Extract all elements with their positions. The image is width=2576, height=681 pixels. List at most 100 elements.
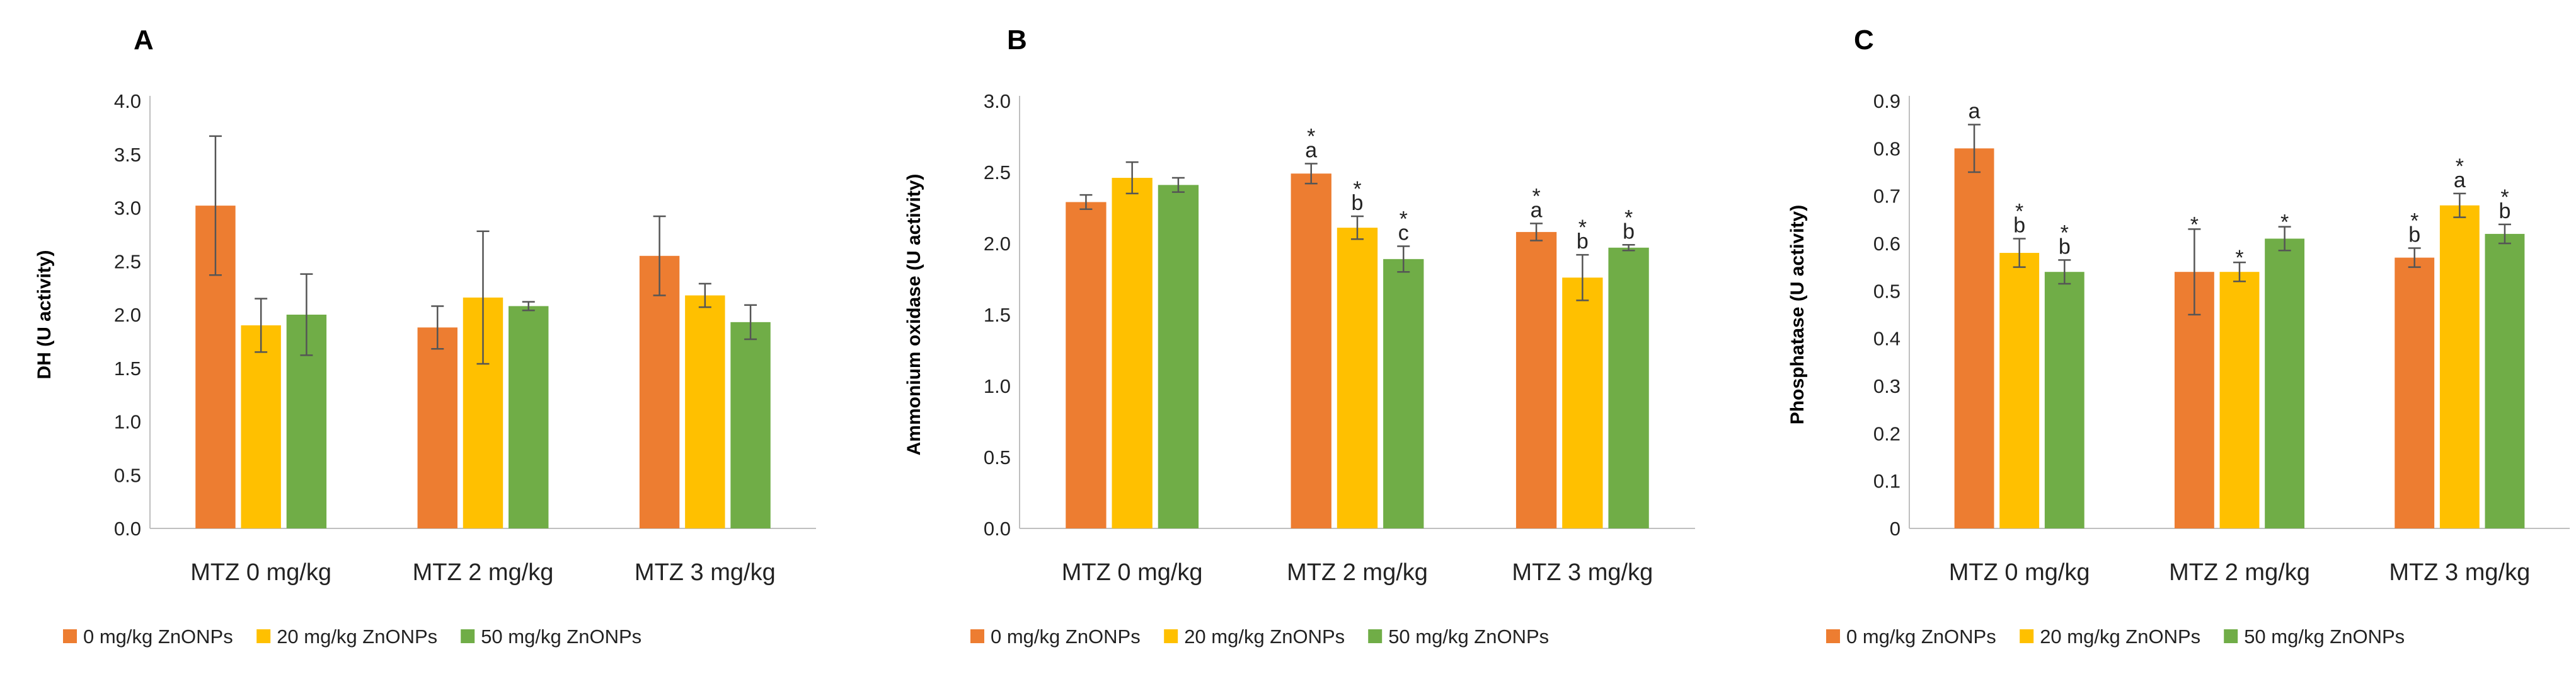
y-tick-label: 2.0 <box>984 233 1011 255</box>
significance-label: * <box>2235 246 2243 270</box>
x-category-label: MTZ 2 mg/kg <box>1287 559 1428 586</box>
significance-label: * <box>2456 154 2464 178</box>
y-tick-label: 0.7 <box>1873 185 1900 207</box>
x-category-label: MTZ 0 mg/kg <box>190 559 331 586</box>
bar-0-mg-kg-znonps <box>1291 173 1331 528</box>
y-tick-label: 3.0 <box>984 90 1011 112</box>
significance-label: * <box>2410 209 2418 233</box>
legend-label: 50 mg/kg ZnONPs <box>481 626 641 648</box>
y-tick-label: 0.8 <box>1873 137 1900 160</box>
y-tick-label: 0.0 <box>114 518 141 540</box>
significance-label: b <box>2059 235 2071 259</box>
x-category-label: MTZ 3 mg/kg <box>2389 559 2530 586</box>
significance-label: * <box>1307 124 1315 148</box>
significance-label: * <box>1532 184 1540 208</box>
x-category-label: MTZ 0 mg/kg <box>1949 559 2090 586</box>
y-tick-label: 2.5 <box>114 250 141 272</box>
chart-panel-b: B Ammonium oxidase (U activity) 0.0 0.5 1.0 1… <box>904 25 1695 648</box>
significance-label: * <box>1353 177 1361 201</box>
significance-label: a <box>1305 138 1317 162</box>
y-tick-label: 0.5 <box>114 464 141 486</box>
bar-20-mg-kg-znonps <box>1562 277 1603 528</box>
legend-swatch <box>1826 629 1840 643</box>
y-tick-label: 0.5 <box>984 446 1011 469</box>
y-tick-label: 2.5 <box>984 161 1011 183</box>
significance-label: a <box>1969 100 1981 124</box>
y-tick-label: 0.2 <box>1873 422 1900 445</box>
significance-label: b <box>2498 199 2510 223</box>
x-category-label: MTZ 3 mg/kg <box>635 559 776 586</box>
y-tick-label: 0.6 <box>1873 233 1900 255</box>
y-tick-label: 0.0 <box>984 518 1011 540</box>
bar-20-mg-kg-znonps <box>241 325 281 528</box>
bar-0-mg-kg-znonps <box>1515 231 1557 528</box>
bar-50-mg-kg-znonps <box>1608 247 1649 528</box>
significance-label: b <box>2408 223 2420 247</box>
y-tick-label: 0.1 <box>1873 470 1900 492</box>
y-tick-label: 1.5 <box>984 304 1011 326</box>
legend-swatch <box>1368 629 1383 643</box>
legend-swatch <box>1164 629 1178 643</box>
significance-label: * <box>2280 211 2289 235</box>
chart-panel-a: A DH (U activity) 0.0 0.5 1.0 1.5 2.0 2.5 3.0 3.5… <box>34 25 816 648</box>
legend-label: 0 mg/kg ZnONPs <box>83 626 233 648</box>
y-tick-label: 3.0 <box>114 197 141 219</box>
y-tick-label: 0 <box>1890 518 1900 540</box>
y-tick-label: 4.0 <box>114 90 141 112</box>
legend-swatch <box>970 629 984 643</box>
legend-label: 50 mg/kg ZnONPs <box>2244 626 2405 648</box>
x-category-label: MTZ 3 mg/kg <box>1512 559 1653 586</box>
significance-label: * <box>2500 185 2509 209</box>
bar-20-mg-kg-znonps <box>1999 253 2040 528</box>
legend-label: 20 mg/kg ZnONPs <box>2040 626 2200 648</box>
y-tick-label: 0.3 <box>1873 375 1900 397</box>
bar-20-mg-kg-znonps <box>2439 205 2480 528</box>
bar-20-mg-kg-znonps <box>2219 272 2260 528</box>
legend-label: 20 mg/kg ZnONPs <box>277 626 437 648</box>
panel-letter: C <box>1854 25 1874 55</box>
x-category-label: MTZ 0 mg/kg <box>1062 559 1203 586</box>
significance-label: a <box>1531 198 1543 222</box>
significance-label: * <box>1578 216 1587 240</box>
legend-swatch <box>63 629 77 643</box>
bar-20-mg-kg-znonps <box>685 295 725 528</box>
y-axis-label: DH (U activity) <box>34 250 55 379</box>
bar-50-mg-kg-znonps <box>1158 185 1199 529</box>
y-tick-label: 1.0 <box>984 375 1011 397</box>
y-tick-label: 0.4 <box>1873 328 1900 350</box>
bar-0-mg-kg-znonps <box>2395 257 2435 528</box>
bar-0-mg-kg-znonps <box>1954 148 1994 529</box>
bar-50-mg-kg-znonps <box>509 306 549 528</box>
legend-label: 50 mg/kg ZnONPs <box>1388 626 1549 648</box>
significance-label: * <box>1624 206 1633 230</box>
legend-swatch <box>461 629 475 643</box>
y-tick-label: 0.5 <box>1873 280 1900 302</box>
legend-swatch <box>2224 629 2238 643</box>
x-category-label: MTZ 2 mg/kg <box>2169 559 2310 586</box>
bar-50-mg-kg-znonps <box>2265 238 2305 528</box>
chart-panel-c: C Phosphatase (U activity) 0 0.1 0.2 0.3 0.4 0.… <box>1787 25 2570 648</box>
significance-label: * <box>1400 207 1408 231</box>
significance-label: * <box>2015 199 2023 223</box>
bar-50-mg-kg-znonps <box>730 322 771 528</box>
significance-label: b <box>2013 213 2025 237</box>
y-axis-label: Phosphatase (U activity) <box>1787 205 1808 424</box>
significance-label: b <box>1623 219 1635 243</box>
bar-50-mg-kg-znonps <box>2485 233 2525 528</box>
panel-letter: A <box>134 25 154 55</box>
y-tick-label: 1.0 <box>114 411 141 433</box>
bar-50-mg-kg-znonps <box>2044 272 2084 528</box>
x-category-label: MTZ 2 mg/kg <box>413 559 554 586</box>
significance-label: a <box>2454 168 2466 192</box>
bar-0-mg-kg-znonps <box>639 255 680 528</box>
bar-20-mg-kg-znonps <box>1337 228 1378 528</box>
significance-label: b <box>1352 191 1364 215</box>
legend-swatch <box>2020 629 2034 643</box>
legend-label: 0 mg/kg ZnONPs <box>991 626 1141 648</box>
legend-label: 0 mg/kg ZnONPs <box>1846 626 1996 648</box>
significance-label: * <box>2190 212 2199 236</box>
bar-0-mg-kg-znonps <box>417 327 457 528</box>
legend-swatch <box>256 629 271 643</box>
significance-label: * <box>2061 221 2069 245</box>
